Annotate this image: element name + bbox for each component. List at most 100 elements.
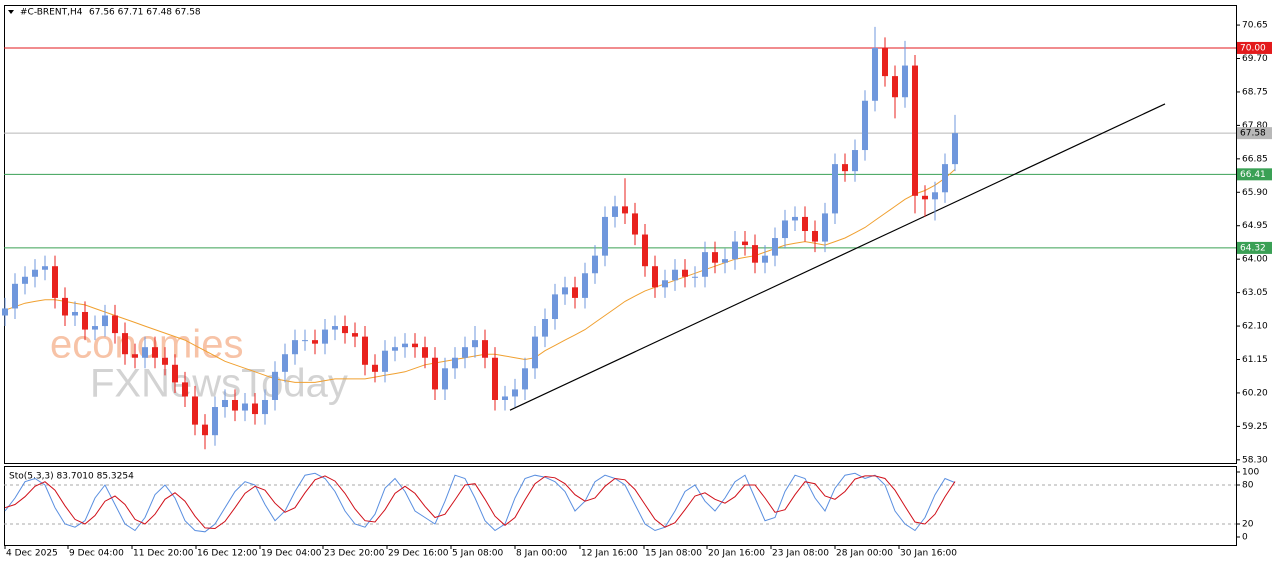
candle-body	[12, 283, 18, 309]
x-tick-label: 23 Dec 20:00	[324, 549, 385, 559]
candle-body	[672, 269, 678, 281]
candle-body	[782, 220, 788, 239]
candle-body	[142, 347, 148, 358]
candle-body	[22, 276, 28, 284]
candle-body	[942, 164, 948, 193]
candle-body	[752, 245, 758, 263]
candle-body	[242, 403, 248, 411]
x-tick-label: 9 Dec 04:00	[69, 549, 124, 559]
y-tick-label: 69.70	[1242, 54, 1268, 64]
y-tick-label: 58.30	[1242, 455, 1268, 465]
candle-body	[572, 287, 578, 298]
candle-body	[302, 340, 308, 342]
x-tick-label: 8 Jan 00:00	[516, 549, 568, 559]
x-tick-label: 20 Jan 16:00	[708, 549, 765, 559]
candle-body	[332, 326, 338, 330]
candle-body	[502, 396, 508, 400]
candle-body	[382, 350, 388, 372]
candle-body	[92, 326, 98, 330]
candle-body	[582, 273, 588, 298]
candle-body	[852, 150, 858, 172]
moving-average	[4, 169, 956, 383]
candle-body	[642, 234, 648, 267]
menu-arrow[interactable]	[8, 10, 14, 14]
symbol: #C-BRENT,H4	[20, 8, 83, 18]
osc-tick-label: 20	[1242, 519, 1254, 529]
y-tick-label: 64.00	[1242, 255, 1268, 265]
y-tick-label: 70.65	[1242, 21, 1268, 31]
candle-body	[742, 241, 748, 246]
y-tick-label: 59.25	[1242, 422, 1268, 432]
candle-body	[102, 315, 108, 327]
candle-body	[452, 357, 458, 369]
x-tick-label: 29 Dec 16:00	[388, 549, 449, 559]
candle-body	[682, 269, 688, 277]
candle-body	[232, 399, 238, 411]
x-tick-label: 16 Dec 12:00	[197, 549, 258, 559]
y-tick-label: 67.80	[1242, 121, 1268, 131]
candle-body	[922, 195, 928, 200]
x-tick-label: 15 Jan 08:00	[645, 549, 702, 559]
candle-body	[792, 216, 798, 221]
candle-body	[122, 333, 128, 355]
y-tick-label: 60.20	[1242, 388, 1268, 398]
level-label: 64.32	[1240, 243, 1266, 253]
candle-body	[212, 407, 218, 436]
x-tick-label: 19 Dec 04:00	[261, 549, 322, 559]
candle-body	[702, 252, 708, 277]
candle-body	[482, 340, 488, 358]
osc-tick-label: 0	[1242, 533, 1248, 543]
level-tag	[1237, 127, 1272, 140]
candle-body	[842, 164, 848, 172]
candle-body	[2, 308, 8, 316]
candle-body	[52, 266, 58, 298]
candle-body	[462, 347, 468, 358]
candle-body	[192, 396, 198, 425]
candle-body	[622, 206, 628, 214]
x-tick-label: 30 Jan 16:00	[900, 549, 957, 559]
candle-body	[72, 311, 78, 316]
candle-body	[822, 213, 828, 242]
candle-body	[882, 47, 888, 77]
candle-body	[912, 65, 918, 196]
watermark: FXNewsToday	[90, 362, 348, 406]
level-label: 66.41	[1240, 170, 1266, 180]
candle-body	[812, 231, 818, 242]
x-tick-label: 23 Jan 08:00	[772, 549, 829, 559]
candle-body	[372, 364, 378, 372]
candle-body	[652, 266, 658, 288]
candle-body	[722, 259, 728, 263]
osc-tick-label: 80	[1242, 480, 1254, 490]
osc-line	[4, 475, 956, 530]
y-tick-label: 62.10	[1242, 322, 1268, 332]
candle-body	[612, 206, 618, 217]
candle-body	[82, 311, 88, 330]
osc-tick-label: 100	[1242, 467, 1259, 477]
candle-body	[932, 192, 938, 200]
candle-body	[132, 354, 138, 358]
watermark: economies	[50, 323, 243, 367]
y-tick-label: 61.15	[1242, 355, 1268, 365]
candle-body	[492, 357, 498, 400]
candle-body	[902, 65, 908, 98]
y-tick-label: 65.90	[1242, 188, 1268, 198]
level-tag	[1237, 41, 1272, 54]
candle-body	[732, 241, 738, 260]
candle-body	[312, 340, 318, 344]
candle-body	[532, 336, 538, 369]
candle-body	[442, 368, 448, 390]
candle-body	[872, 47, 878, 101]
candle-body	[342, 326, 348, 334]
candle-body	[152, 347, 158, 358]
candle-body	[772, 238, 778, 256]
candle-body	[552, 294, 558, 320]
candle-body	[472, 340, 478, 348]
candle-body	[222, 399, 228, 408]
candle-body	[62, 297, 68, 316]
y-tick-label: 68.75	[1242, 87, 1268, 97]
trendline	[509, 103, 1166, 411]
candle-body	[362, 336, 368, 365]
x-tick-label: 4 Dec 2025	[6, 549, 58, 559]
